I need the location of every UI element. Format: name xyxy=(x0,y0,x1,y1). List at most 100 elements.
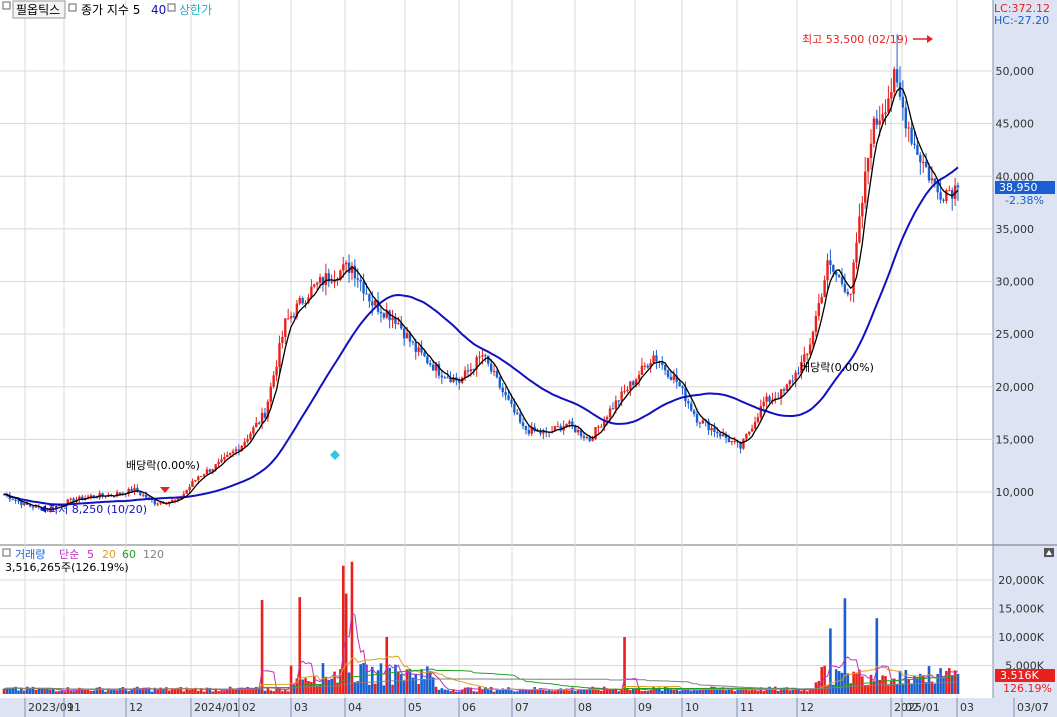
volume-bar xyxy=(182,691,186,694)
candle-body xyxy=(371,301,374,306)
volume-bar xyxy=(63,691,67,694)
candle-body xyxy=(605,417,609,420)
candle-body xyxy=(217,461,220,465)
volume-bar xyxy=(130,689,133,694)
candle-body xyxy=(591,439,594,441)
volume-bar xyxy=(846,673,850,694)
candle-body xyxy=(246,439,249,442)
volume-bar xyxy=(11,687,14,694)
volume-bar xyxy=(246,686,249,694)
volume-bar xyxy=(136,686,139,694)
x-tick-label: 02 xyxy=(242,701,256,714)
volume-bar xyxy=(895,684,899,694)
volume-bar xyxy=(310,681,313,694)
candle-body xyxy=(176,498,180,500)
volume-bar xyxy=(275,688,278,694)
volume-bar xyxy=(747,690,751,694)
volume-bar xyxy=(536,689,539,694)
x-tick-label: 09 xyxy=(638,701,652,714)
candle-body xyxy=(637,374,641,380)
candle-body xyxy=(576,430,580,433)
candle-body xyxy=(733,440,736,442)
volume-bar xyxy=(571,687,574,694)
volume-bar xyxy=(701,689,705,694)
volume-bar xyxy=(605,689,609,694)
volume-bar xyxy=(124,689,128,694)
volume-bar xyxy=(231,688,235,694)
candle-body xyxy=(310,286,313,298)
volume-bar xyxy=(892,678,896,694)
candle-body xyxy=(811,331,815,345)
volume-bar xyxy=(518,689,522,694)
candle-body xyxy=(466,370,470,372)
price-y-axis: 10,000 15,000 20,000 25,000 30,000 35,000 40,0… xyxy=(996,65,1035,499)
volume-bar xyxy=(585,689,589,694)
candle-body xyxy=(46,509,49,512)
volume-bar xyxy=(652,687,655,694)
candle-body xyxy=(820,297,823,304)
candle-body xyxy=(881,114,884,121)
volume-bar xyxy=(803,688,806,694)
volume-bar xyxy=(466,687,470,694)
current-volume-pct: 126.19% xyxy=(1003,682,1052,695)
candle-body xyxy=(794,372,797,381)
volume-bar xyxy=(92,690,96,694)
volume-bar xyxy=(127,691,130,694)
volume-bar xyxy=(956,673,960,694)
volume-bar xyxy=(281,691,284,694)
volume-bar xyxy=(289,665,293,694)
candle-body xyxy=(875,118,879,125)
candle-body xyxy=(852,262,855,294)
volume-bar xyxy=(455,691,458,694)
candle-body xyxy=(524,426,528,431)
volume-bar xyxy=(208,687,212,694)
volume-bar xyxy=(539,687,542,694)
volume-bar xyxy=(927,666,931,694)
volume-bar xyxy=(5,687,9,694)
volume-bar xyxy=(890,680,893,694)
candle-body xyxy=(808,344,812,354)
symbol-box[interactable] xyxy=(12,0,66,19)
volume-bar xyxy=(138,688,142,694)
candle-body xyxy=(66,499,69,505)
candle-body xyxy=(945,190,948,201)
volume-bar xyxy=(205,687,209,694)
volume-bar xyxy=(878,679,882,694)
candle-body xyxy=(208,469,212,472)
price-tick-label: 35,000 xyxy=(996,223,1035,236)
volume-bar xyxy=(533,687,536,694)
volume-bar xyxy=(25,686,29,694)
candle-body xyxy=(443,377,446,379)
candle-body xyxy=(634,379,638,385)
volume-bar xyxy=(107,689,110,694)
volume-bar xyxy=(223,691,226,694)
candle-body xyxy=(394,317,397,324)
candle-body xyxy=(518,413,522,423)
candle-body xyxy=(713,427,716,433)
x-tick-label: 07 xyxy=(515,701,529,714)
volume-bar xyxy=(808,688,812,694)
volume-bar xyxy=(791,689,795,694)
price-tick-label: 40,000 xyxy=(996,170,1035,183)
candle-body xyxy=(753,422,757,429)
volume-bar xyxy=(785,687,789,694)
volume-bar xyxy=(452,689,455,694)
volume-bar xyxy=(547,690,551,694)
volume-bar xyxy=(626,688,629,694)
candle-body xyxy=(632,381,635,385)
candle-body xyxy=(449,377,452,383)
volume-bar xyxy=(930,681,934,694)
current-price-tag xyxy=(995,181,1055,194)
candle-body xyxy=(249,433,252,440)
candle-body xyxy=(60,505,64,507)
candle-body xyxy=(884,112,887,115)
volume-bar xyxy=(498,690,502,694)
volume-bar xyxy=(840,672,844,694)
volume-bar xyxy=(257,687,261,694)
volume-bar xyxy=(527,690,531,694)
grid-lines xyxy=(0,0,993,698)
candle-body xyxy=(750,428,754,432)
candle-body xyxy=(765,396,768,402)
candle-body xyxy=(933,178,937,183)
volume-bar xyxy=(753,690,757,694)
